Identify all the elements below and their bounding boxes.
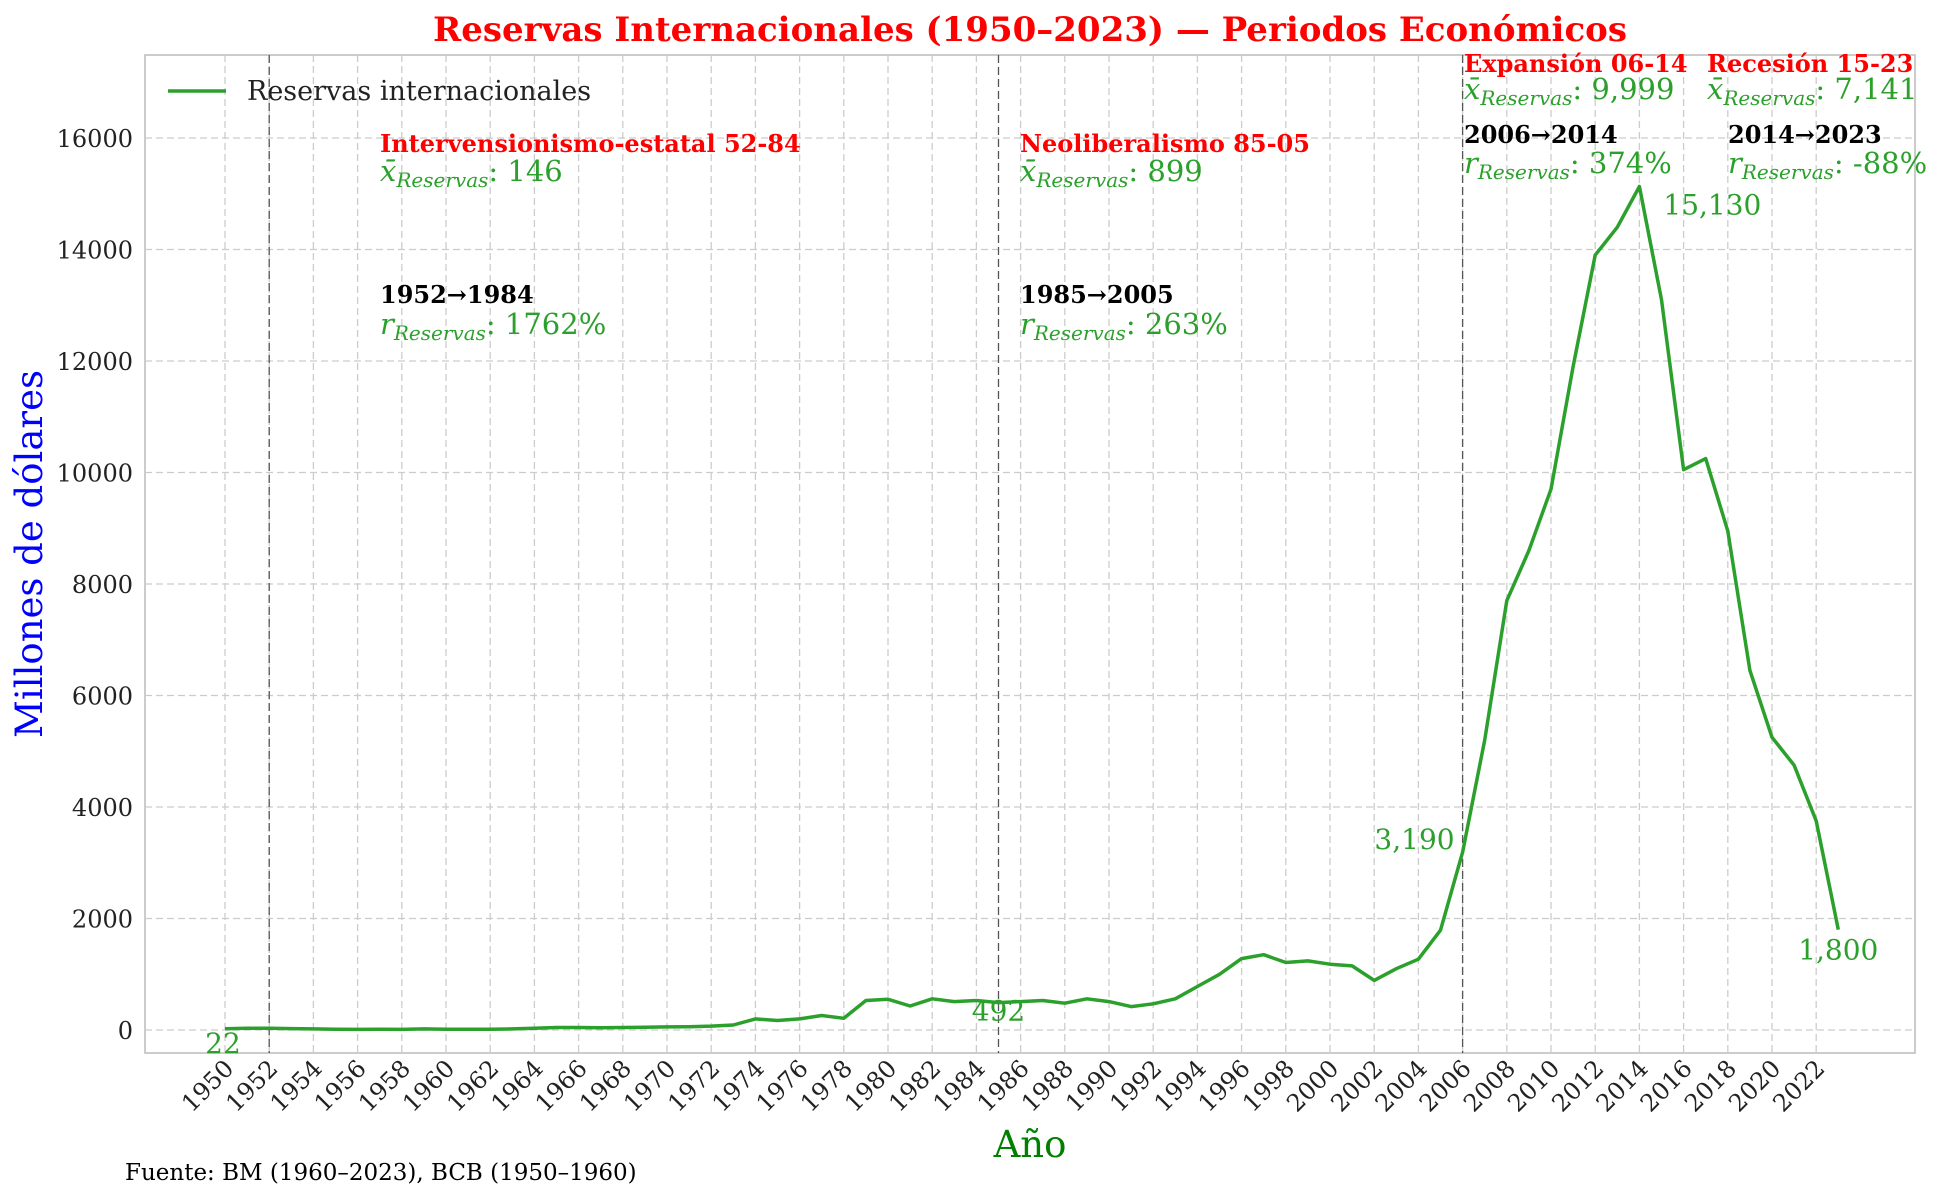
period-mean: x̄Reservas: 9,999 <box>1464 72 1674 110</box>
period-growth: rReservas: 1762% <box>380 307 606 345</box>
plot-area <box>144 54 1916 1054</box>
period-range: 2006→2014 <box>1464 120 1618 149</box>
period-mean: x̄Reservas: 899 <box>1020 154 1203 192</box>
period-growth: rReservas: 374% <box>1464 146 1672 184</box>
period-growth: rReservas: -88% <box>1728 146 1927 184</box>
y-axis-label: Millones de dólares <box>8 370 51 738</box>
y-tick-label: 10000 <box>57 460 133 488</box>
y-tick-label: 14000 <box>57 237 133 265</box>
period-boundaries <box>268 55 1464 1053</box>
y-tick-label: 8000 <box>72 571 133 599</box>
x-axis-label: Año <box>993 1123 1067 1166</box>
y-tick-label: 0 <box>118 1017 133 1045</box>
point-label: 1,800 <box>1798 934 1878 967</box>
point-label: 22 <box>205 1027 241 1060</box>
y-tick-label: 2000 <box>72 906 133 934</box>
period-name: Neoliberalismo 85-05 <box>1020 129 1310 158</box>
period-mean: x̄Reservas: 146 <box>380 154 563 192</box>
series-line-reservas <box>224 184 1841 1032</box>
period-range: 2014→2023 <box>1728 120 1882 149</box>
period-mean: x̄Reservas: 7,141 <box>1707 72 1917 110</box>
period-annotations: Intervensionismo-estatal 52-84x̄Reservas… <box>380 49 1927 345</box>
y-axis-ticks: 0 2000 4000 6000 8000 10000 12000 14000 16000 <box>57 125 133 1045</box>
period-name: Expansión 06-14 <box>1464 49 1688 78</box>
point-label: 3,190 <box>1374 823 1454 856</box>
period-name: Intervensionismo-estatal 52-84 <box>380 129 801 158</box>
legend: Reservas internacionales <box>168 76 591 107</box>
period-range: 1952→1984 <box>380 280 534 309</box>
point-labels: 22 492 3,190 15,130 1,800 <box>205 189 1878 1060</box>
chart-title: Reservas Internacionales (1950–2023) — P… <box>433 10 1627 50</box>
period-range: 1985→2005 <box>1020 280 1174 309</box>
point-label: 15,130 <box>1663 189 1761 222</box>
y-tick-label: 12000 <box>57 348 133 376</box>
period-growth: rReservas: 263% <box>1020 307 1228 345</box>
y-tick-label: 4000 <box>72 794 133 822</box>
source-note: Fuente: BM (1960–2023), BCB (1950–1960) <box>125 1160 637 1186</box>
point-label: 492 <box>972 995 1025 1028</box>
x-tick-label: 2022 <box>1767 1054 1830 1117</box>
legend-label: Reservas internacionales <box>247 76 591 107</box>
y-tick-label: 16000 <box>57 125 133 153</box>
x-axis-ticks: 1950195219541956195819601962196419661968… <box>176 1054 1830 1117</box>
y-tick-label: 6000 <box>72 683 133 711</box>
grid-lines <box>145 55 1915 1053</box>
period-name: Recesión 15-23 <box>1707 49 1913 78</box>
